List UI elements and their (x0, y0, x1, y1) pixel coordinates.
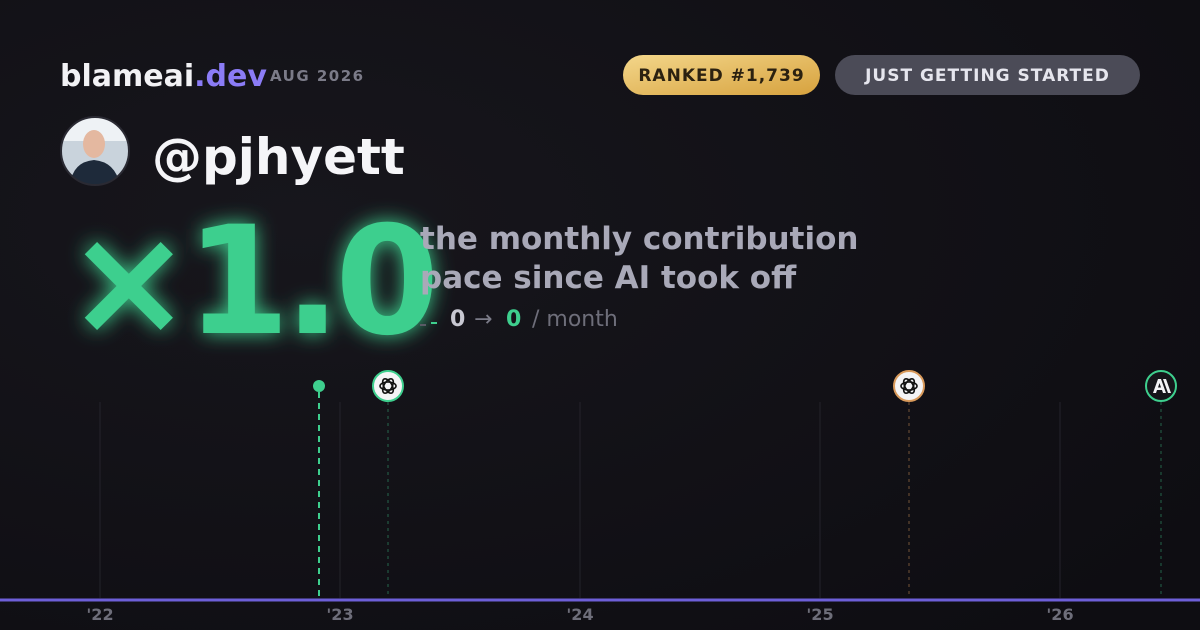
brand-name: blameai (60, 59, 194, 94)
username: @pjhyett (152, 128, 405, 186)
headline-line: pace since AI took off (420, 260, 797, 296)
openai-icon (372, 370, 404, 402)
openai-icon (893, 370, 925, 402)
pace-arrow: → (474, 307, 492, 332)
year-label: '26 (1046, 605, 1073, 624)
headline-line: the monthly contribution (420, 221, 858, 257)
year-label: '25 (806, 605, 833, 624)
year-label: '23 (326, 605, 353, 624)
year-label: '24 (566, 605, 593, 624)
ai-start-dot (313, 380, 325, 392)
pace-after: 0 (506, 307, 521, 332)
brand-tld: .dev (194, 59, 267, 94)
rank-text: RANKED #1,739 (638, 66, 804, 86)
multiplier: ×1.0 (66, 195, 433, 369)
year-label: '22 (86, 605, 113, 624)
status-text: JUST GETTING STARTED (864, 66, 1110, 86)
status-badge (835, 55, 1140, 95)
brand: blameai.dev (60, 59, 267, 94)
date: AUG 2026 (270, 67, 365, 85)
anthropic-icon (1145, 370, 1177, 402)
avatar-ring (60, 116, 130, 186)
pace-before: 0 (450, 307, 465, 332)
timeline-years: '22 '23 '24 '25 '26 (86, 402, 1074, 624)
rank-badge (623, 55, 820, 95)
pace-unit: / month (532, 307, 618, 332)
avatar (61, 117, 129, 185)
